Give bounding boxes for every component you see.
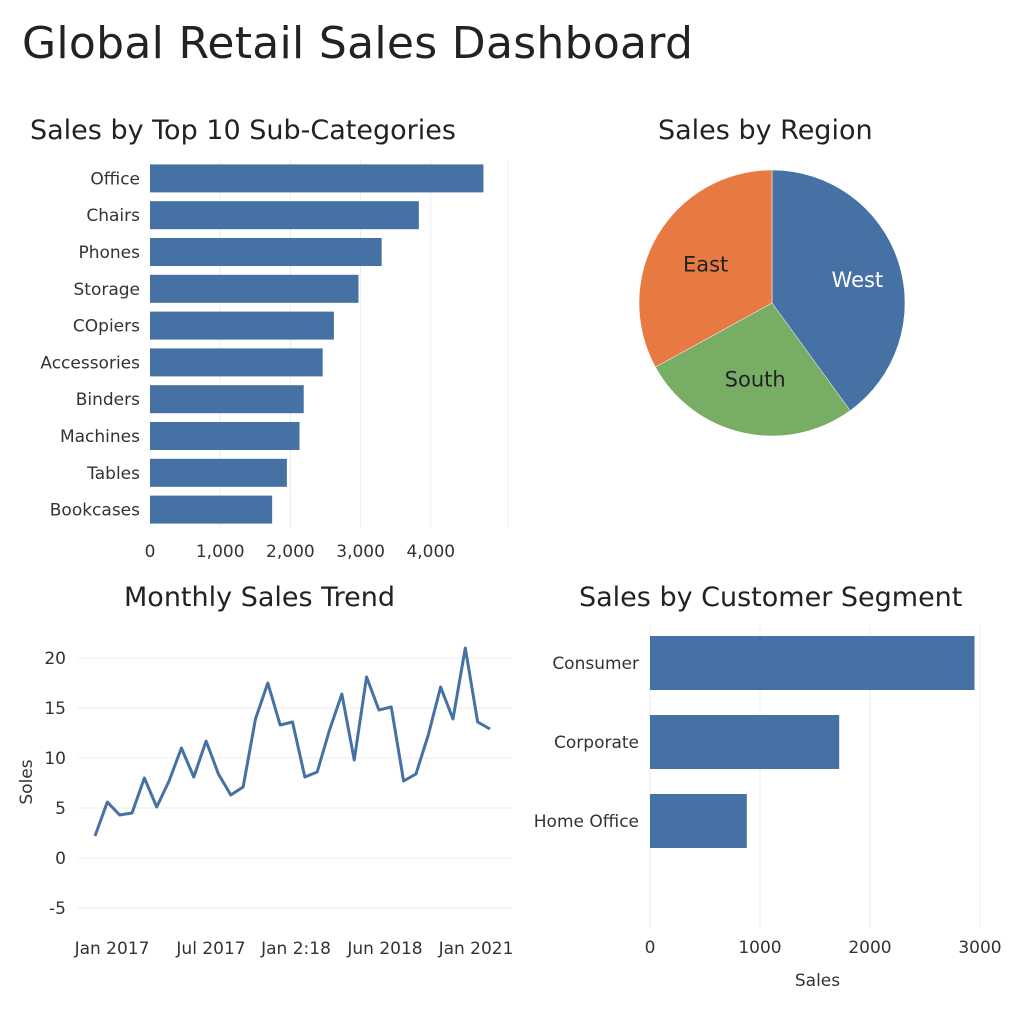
subcat-bar xyxy=(150,201,419,230)
subcat-category-label: Accessories xyxy=(40,353,140,373)
segment-chart-title: Sales by Customer Segment xyxy=(579,582,963,613)
subcat-bar xyxy=(150,348,323,377)
region-chart-title: Sales by Region xyxy=(658,115,873,146)
segment-category-label: Corporate xyxy=(554,733,639,753)
subcat-category-label: Binders xyxy=(76,390,140,410)
subcat-bar xyxy=(150,458,287,487)
subcat-bar xyxy=(150,164,484,193)
segment-x-tick: 1000 xyxy=(738,938,781,958)
trend-chart-title: Monthly Sales Trend xyxy=(124,582,396,613)
subcat-bar xyxy=(150,238,382,266)
subcat-category-label: Phones xyxy=(78,243,140,263)
trend-y-tick: 15 xyxy=(44,699,66,719)
segment-x-axis-label: Sales xyxy=(795,971,840,991)
subcat-category-label: COpiers xyxy=(73,317,140,337)
subcat-category-label: Storage xyxy=(73,280,140,300)
segment-category-label: Consumer xyxy=(552,654,639,674)
region-pie-slice xyxy=(771,169,906,411)
region-slice-label: East xyxy=(683,253,728,277)
segment-x-tick: 3000 xyxy=(958,938,1001,958)
trend-y-tick: 10 xyxy=(44,749,66,769)
subcat-x-tick: 2,000 xyxy=(266,542,315,562)
subcat-category-label: Chairs xyxy=(86,206,140,226)
trend-y-tick: -5 xyxy=(49,899,66,919)
region-pie-slice xyxy=(655,302,851,437)
subcat-chart-title: Sales by Top 10 Sub-Categories xyxy=(30,115,456,146)
trend-y-axis-label: Soles xyxy=(17,759,37,804)
trend-x-tick: Jan 2017 xyxy=(74,939,150,959)
trend-x-tick: Jul 2017 xyxy=(175,939,245,959)
subcat-x-tick: 0 xyxy=(145,542,156,562)
region-slice-label: West xyxy=(832,268,884,292)
segment-category-label: Home Office xyxy=(534,812,639,832)
trend-y-tick: 0 xyxy=(55,849,66,869)
subcat-x-tick: 4,000 xyxy=(406,542,455,562)
subcat-category-label: Machines xyxy=(60,427,140,447)
segment-x-tick: 2000 xyxy=(848,938,891,958)
segment-bar xyxy=(650,794,747,848)
trend-y-tick: 5 xyxy=(55,799,66,819)
region-pie-slice xyxy=(638,169,773,368)
trend-x-tick: Jan 2:18 xyxy=(260,939,331,959)
subcat-bar xyxy=(150,495,273,524)
dashboard-title: Global Retail Sales Dashboard xyxy=(22,18,694,69)
subcat-category-label: Bookcases xyxy=(50,501,140,521)
trend-x-tick: Jan 2021 xyxy=(438,939,514,959)
segment-bar xyxy=(650,636,975,690)
subcat-bar xyxy=(150,311,334,340)
subcat-bar xyxy=(150,274,359,303)
region-slice-label: South xyxy=(725,367,786,391)
trend-y-tick: 20 xyxy=(44,649,66,669)
segment-x-tick: 0 xyxy=(645,938,656,958)
segment-bar xyxy=(650,715,840,769)
trend-x-tick: Jun 2018 xyxy=(346,939,422,959)
subcat-bar xyxy=(150,385,304,414)
subcat-bar xyxy=(150,422,300,450)
subcat-category-label: Office xyxy=(90,169,140,189)
subcat-x-tick: 3,000 xyxy=(336,542,385,562)
subcat-category-label: Tables xyxy=(86,464,140,484)
trend-series-line xyxy=(93,646,491,837)
subcat-x-tick: 1,000 xyxy=(196,542,245,562)
